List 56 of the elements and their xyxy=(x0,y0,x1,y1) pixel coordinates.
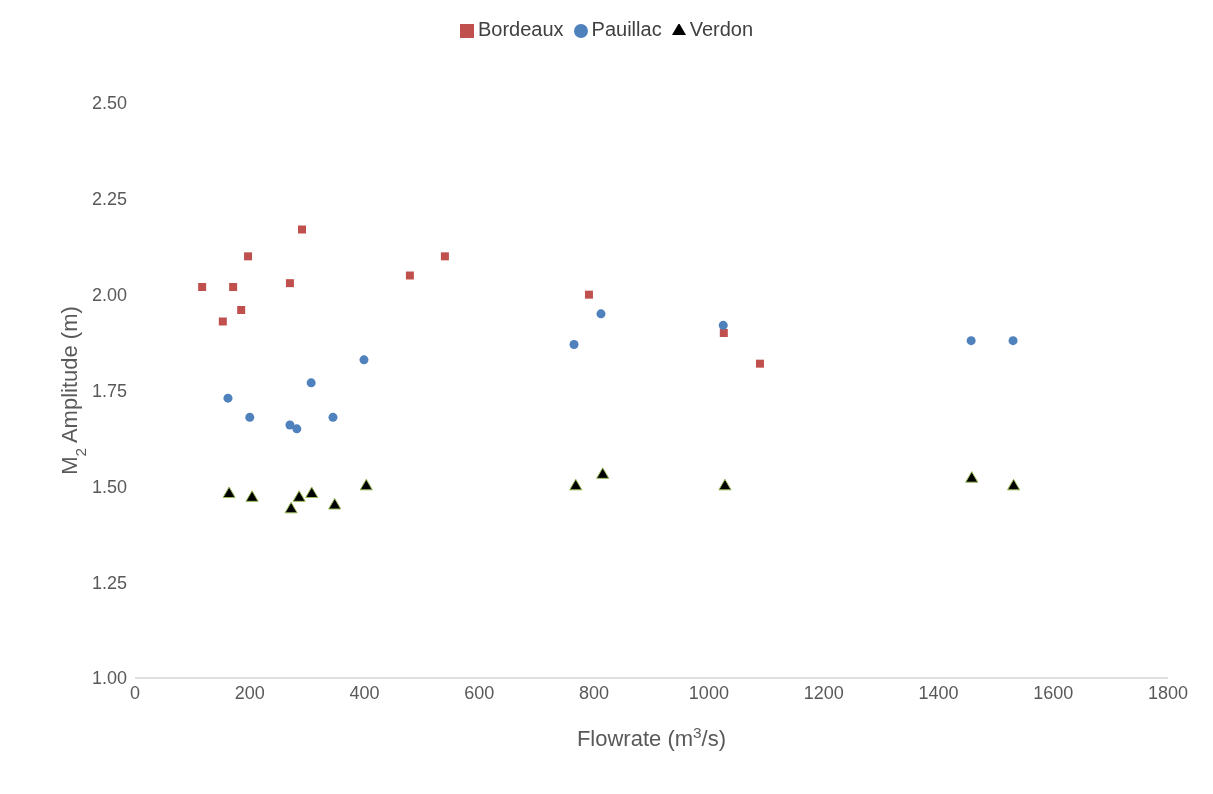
point xyxy=(596,467,610,479)
point xyxy=(328,497,342,510)
x-tick-label: 1000 xyxy=(688,682,729,703)
x-tick-label: 1200 xyxy=(803,682,844,703)
y-tick-label: 1.75 xyxy=(91,380,127,401)
legend-label: Verdon xyxy=(689,18,754,40)
x-tick-label: 1800 xyxy=(1147,682,1189,703)
point xyxy=(244,252,253,261)
point xyxy=(719,329,728,337)
point xyxy=(569,478,583,491)
point xyxy=(718,478,732,491)
y-tick-label: 2.25 xyxy=(91,189,127,210)
point xyxy=(965,471,979,483)
legend-label: Bordeaux xyxy=(477,18,564,40)
x-axis-title: Flowrate (m$^{3}$/s) xyxy=(576,723,727,751)
x-tick-label: 0 xyxy=(129,682,141,703)
point xyxy=(298,225,306,234)
point xyxy=(245,490,259,502)
x-tick-label: 200 xyxy=(234,682,265,703)
x-tick-label: 600 xyxy=(464,682,495,703)
point xyxy=(198,283,207,291)
point xyxy=(1007,478,1021,491)
x-tick-label: 1600 xyxy=(1033,682,1074,703)
point xyxy=(718,320,728,330)
point xyxy=(306,378,316,388)
point xyxy=(222,486,236,499)
y-tick-label: 1.25 xyxy=(91,572,127,593)
point xyxy=(284,501,298,514)
x-tick-label: 1400 xyxy=(918,682,959,703)
point xyxy=(569,339,579,350)
point xyxy=(359,478,373,491)
point xyxy=(223,393,233,403)
x-tick-label: 800 xyxy=(579,682,610,703)
point xyxy=(1008,336,1018,346)
point xyxy=(218,317,227,326)
y-tick-label: 2.00 xyxy=(91,285,127,306)
point xyxy=(596,309,606,319)
point xyxy=(305,486,319,499)
point xyxy=(405,271,414,280)
point xyxy=(237,306,246,314)
x-tick-label: 400 xyxy=(349,682,380,703)
point xyxy=(755,359,764,368)
point xyxy=(359,355,369,365)
point xyxy=(966,336,976,346)
point xyxy=(328,412,338,422)
y-tick-label: 2.50 xyxy=(91,93,127,114)
y-tick-label: 1.50 xyxy=(91,476,127,497)
point xyxy=(285,279,294,288)
point xyxy=(292,490,306,502)
point xyxy=(292,424,302,434)
legend-label: Pauillac xyxy=(591,18,662,40)
point xyxy=(245,412,255,422)
y-tick-label: 1.00 xyxy=(91,668,127,689)
point xyxy=(584,290,593,299)
point xyxy=(440,252,449,261)
point xyxy=(229,283,238,291)
